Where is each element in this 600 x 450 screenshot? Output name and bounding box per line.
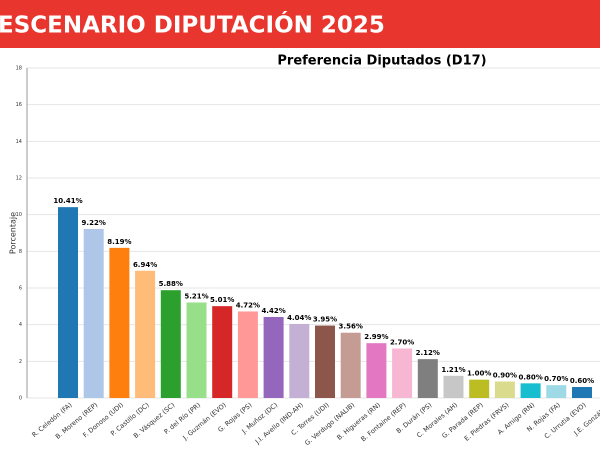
bar [572,387,592,398]
bar [83,228,104,398]
x-tick-label: B. Fontaine (REP) [359,401,407,443]
bar [417,359,438,398]
y-tick-label: 2 [19,359,22,365]
bar [340,332,361,398]
value-label: 2.12% [416,349,440,357]
y-tick-label: 0 [19,396,22,402]
value-label: 0.80% [518,373,542,381]
y-tick-label: 8 [19,249,22,255]
chart-title: Preferencia Diputados (D17) [277,54,486,69]
y-axis-label: Porcentaje [9,212,18,254]
value-label: 8.19% [107,238,131,246]
y-tick-label: 12 [16,176,22,182]
header-title: ESCENARIO DIPUTACIÓN 2025 [0,11,385,39]
bar [366,343,387,398]
y-tick-label: 16 [16,102,22,108]
bar [263,316,284,398]
value-label: 5.01% [210,296,234,304]
value-label: 5.88% [159,280,183,288]
value-label: 2.70% [390,339,414,347]
bar [494,381,515,398]
bar [58,207,78,398]
value-label: 1.21% [441,366,465,374]
y-tick-label: 4 [19,322,22,328]
y-tick-label: 18 [16,66,22,72]
value-label: 4.04% [287,314,311,322]
header-band [0,0,600,48]
value-label: 6.94% [133,261,157,269]
value-label: 1.00% [467,370,491,378]
value-label: 0.70% [544,375,568,383]
y-tick-label: 10 [16,212,22,218]
value-label: 0.90% [493,372,517,380]
x-tick-label: E. Piedras (FRVS) [463,401,511,443]
bar [212,306,233,398]
bar [186,302,207,398]
bar [469,379,490,398]
y-tick-label: 14 [16,139,22,145]
bar [546,385,567,398]
bar [109,247,130,398]
value-label: 3.95% [313,316,337,324]
value-label: 10.41% [53,197,82,205]
x-tick-label: J. Guzmán (EVO) [181,401,228,442]
value-label: 2.99% [364,333,388,341]
value-label: 4.42% [261,307,285,315]
bar [443,375,464,398]
bar [289,323,310,398]
bar [315,325,335,398]
value-label: 3.56% [339,323,363,331]
bar [520,383,541,398]
y-tick-label: 6 [19,286,22,292]
bar [392,348,413,398]
bar [237,311,258,398]
value-label: 4.72% [236,301,260,309]
bar [135,270,156,398]
value-label: 5.21% [184,292,208,300]
value-label: 0.60% [570,377,594,385]
bar [160,290,181,398]
value-label: 9.22% [82,219,106,227]
